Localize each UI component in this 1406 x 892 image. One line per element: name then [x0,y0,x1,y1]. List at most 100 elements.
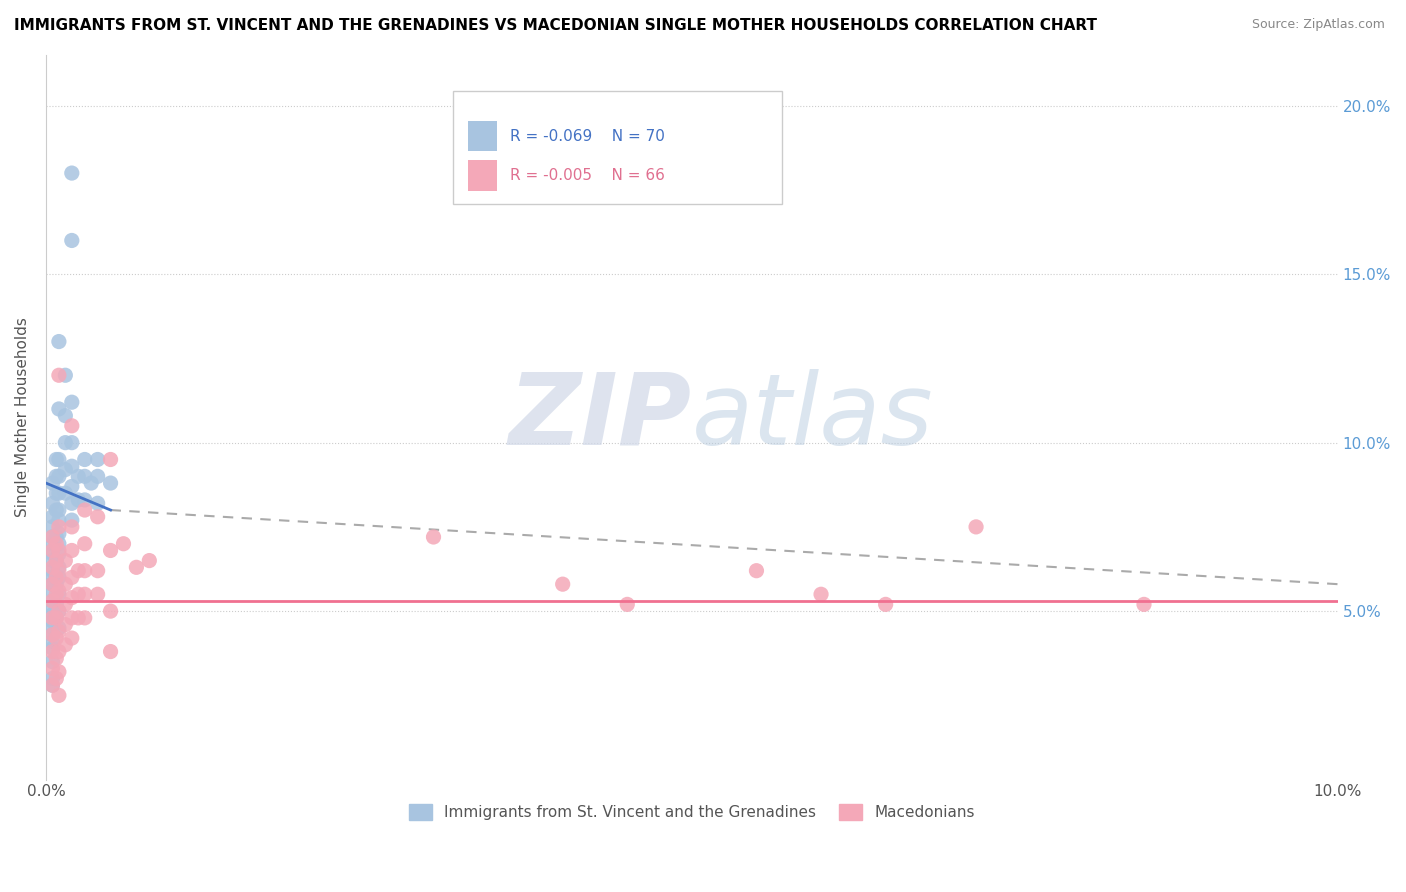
Text: R = -0.005    N = 66: R = -0.005 N = 66 [510,168,665,183]
Point [53,553,76,567]
Point [60,570,83,584]
Point [100,476,122,491]
Point [45,598,67,612]
Text: Source: ZipAtlas.com: Source: ZipAtlas.com [1251,18,1385,31]
Point [41,537,63,551]
Point [810,587,832,601]
Point [60,496,83,510]
Point [745,564,768,578]
Point [53,617,76,632]
Point [53,577,76,591]
Point [41,570,63,584]
Point [41,678,63,692]
Point [60,435,83,450]
Point [41,577,63,591]
Text: atlas: atlas [692,369,934,466]
Point [965,520,987,534]
Point [48,624,70,639]
Point [41,672,63,686]
Point [60,631,83,645]
Point [48,644,70,658]
Point [41,594,63,608]
Point [138,553,160,567]
Point [48,560,70,574]
Point [41,530,63,544]
Text: R = -0.069    N = 70: R = -0.069 N = 70 [510,128,665,144]
Point [60,591,83,605]
Point [422,530,444,544]
Point [41,543,63,558]
Point [60,543,83,558]
FancyBboxPatch shape [468,121,496,152]
Point [45,587,67,601]
Point [73,469,96,483]
Point [41,530,63,544]
Point [45,631,67,645]
Point [41,583,63,598]
Point [48,621,70,635]
Point [41,661,63,675]
Point [48,401,70,416]
Point [48,537,70,551]
Point [41,564,63,578]
Point [73,492,96,507]
Point [48,526,70,541]
Point [41,594,63,608]
Point [41,611,63,625]
Point [48,520,70,534]
Point [60,513,83,527]
Point [86,469,108,483]
Point [48,503,70,517]
Point [41,614,63,628]
Point [551,577,574,591]
Point [73,537,96,551]
Point [45,577,67,591]
Point [48,665,70,679]
Point [60,418,83,433]
Point [41,628,63,642]
Point [41,621,63,635]
Point [67,587,90,601]
FancyBboxPatch shape [468,161,496,191]
Point [60,395,83,409]
Point [1133,598,1156,612]
Point [41,520,63,534]
Point [86,496,108,510]
Point [48,689,70,703]
Point [45,553,67,567]
Y-axis label: Single Mother Households: Single Mother Households [15,318,30,517]
Point [48,547,70,561]
Point [73,564,96,578]
Point [48,604,70,618]
Point [100,543,122,558]
Legend: Immigrants from St. Vincent and the Grenadines, Macedonians: Immigrants from St. Vincent and the Gren… [404,798,981,826]
Point [73,452,96,467]
Point [60,459,83,474]
Point [41,600,63,615]
Point [45,651,67,665]
Point [100,644,122,658]
Point [41,634,63,648]
Text: IMMIGRANTS FROM ST. VINCENT AND THE GRENADINES VS MACEDONIAN SINGLE MOTHER HOUSE: IMMIGRANTS FROM ST. VINCENT AND THE GREN… [14,18,1097,33]
Point [48,469,70,483]
Point [60,166,83,180]
Point [67,611,90,625]
Point [875,598,897,612]
Point [45,503,67,517]
Point [48,543,70,558]
Point [60,611,83,625]
Point [41,628,63,642]
Point [41,678,63,692]
Point [48,583,70,598]
Point [48,452,70,467]
Point [125,560,148,574]
Point [73,587,96,601]
Point [53,638,76,652]
Point [60,479,83,493]
Point [86,509,108,524]
Point [45,452,67,467]
Point [45,486,67,500]
Point [41,553,63,567]
FancyBboxPatch shape [453,91,782,203]
Point [48,604,70,618]
